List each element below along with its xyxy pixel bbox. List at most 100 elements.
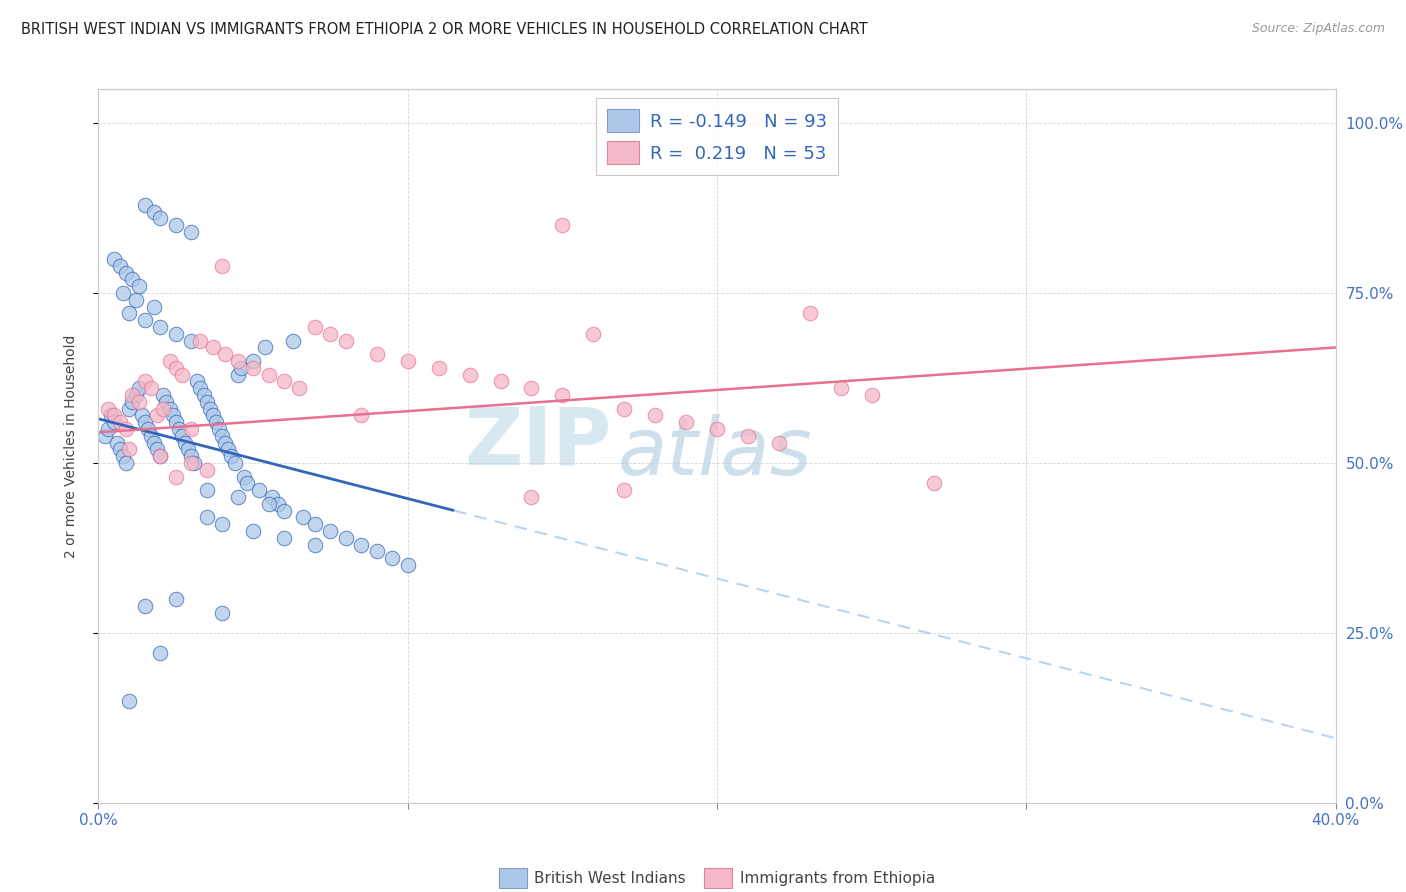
Point <box>520 381 543 395</box>
Point <box>100 409 122 423</box>
Point <box>165 591 187 606</box>
Point <box>134 415 156 429</box>
Point <box>226 354 249 368</box>
Point <box>242 524 264 538</box>
Point <box>121 388 143 402</box>
Point <box>366 347 388 361</box>
Point <box>396 558 419 572</box>
Point <box>304 320 326 334</box>
Point <box>103 409 125 423</box>
Point <box>644 409 666 423</box>
Point <box>799 306 821 320</box>
Point <box>134 313 156 327</box>
Point <box>180 449 202 463</box>
Point <box>118 401 141 416</box>
Point <box>177 442 200 457</box>
Point <box>97 422 120 436</box>
Point <box>232 469 254 483</box>
Point <box>97 401 120 416</box>
Point <box>124 388 146 402</box>
Point <box>254 341 277 355</box>
Point <box>180 334 202 348</box>
Point <box>146 442 169 457</box>
Point <box>165 326 187 341</box>
Point <box>108 415 131 429</box>
Point <box>118 442 141 457</box>
Point <box>162 409 184 423</box>
Point <box>551 388 574 402</box>
Point <box>174 435 197 450</box>
Point <box>115 456 138 470</box>
Point <box>205 415 228 429</box>
Point <box>458 368 481 382</box>
Point <box>236 476 259 491</box>
Point <box>582 326 605 341</box>
Point <box>366 544 388 558</box>
Point <box>136 422 159 436</box>
Point <box>112 286 135 301</box>
Point <box>143 204 166 219</box>
Point <box>180 422 202 436</box>
Point <box>737 429 759 443</box>
Point <box>242 354 264 368</box>
Point <box>291 510 314 524</box>
Point <box>211 259 233 273</box>
Point <box>319 326 342 341</box>
Point <box>257 497 280 511</box>
Y-axis label: 2 or more Vehicles in Household: 2 or more Vehicles in Household <box>63 334 77 558</box>
Point <box>267 497 290 511</box>
Point <box>159 354 181 368</box>
Point <box>155 394 177 409</box>
Point <box>211 429 233 443</box>
Point <box>170 368 193 382</box>
Point <box>115 266 138 280</box>
Point <box>830 381 852 395</box>
Point <box>613 401 636 416</box>
Point <box>134 599 156 613</box>
Point <box>551 218 574 232</box>
Point <box>283 334 305 348</box>
Point <box>396 354 419 368</box>
Point <box>165 218 187 232</box>
Legend: British West Indians, Immigrants from Ethiopia: British West Indians, Immigrants from Et… <box>492 861 942 892</box>
Point <box>675 415 697 429</box>
Point <box>149 211 172 226</box>
Point <box>273 531 295 545</box>
Point <box>201 409 224 423</box>
Point <box>108 442 131 457</box>
Point <box>165 469 187 483</box>
Point <box>520 490 543 504</box>
Point <box>186 375 208 389</box>
Point <box>214 347 236 361</box>
Point <box>167 422 190 436</box>
Point <box>211 606 233 620</box>
Point <box>139 429 162 443</box>
Text: Source: ZipAtlas.com: Source: ZipAtlas.com <box>1251 22 1385 36</box>
Point <box>108 259 131 273</box>
Point <box>170 429 193 443</box>
Point <box>165 360 187 375</box>
Point <box>118 306 141 320</box>
Point <box>103 252 125 266</box>
Point <box>198 401 221 416</box>
Point <box>112 449 135 463</box>
Point <box>193 388 215 402</box>
Point <box>489 375 512 389</box>
Point <box>247 483 270 498</box>
Point <box>214 435 236 450</box>
Point <box>195 483 218 498</box>
Point <box>288 381 311 395</box>
Point <box>768 435 790 450</box>
Text: atlas: atlas <box>619 414 813 492</box>
Point <box>922 476 945 491</box>
Point <box>121 272 143 286</box>
Point <box>128 279 150 293</box>
Point <box>860 388 883 402</box>
Point <box>139 381 162 395</box>
Point <box>103 415 125 429</box>
Point <box>427 360 450 375</box>
Point <box>134 198 156 212</box>
Point <box>226 490 249 504</box>
Point <box>304 517 326 532</box>
Point <box>335 531 357 545</box>
